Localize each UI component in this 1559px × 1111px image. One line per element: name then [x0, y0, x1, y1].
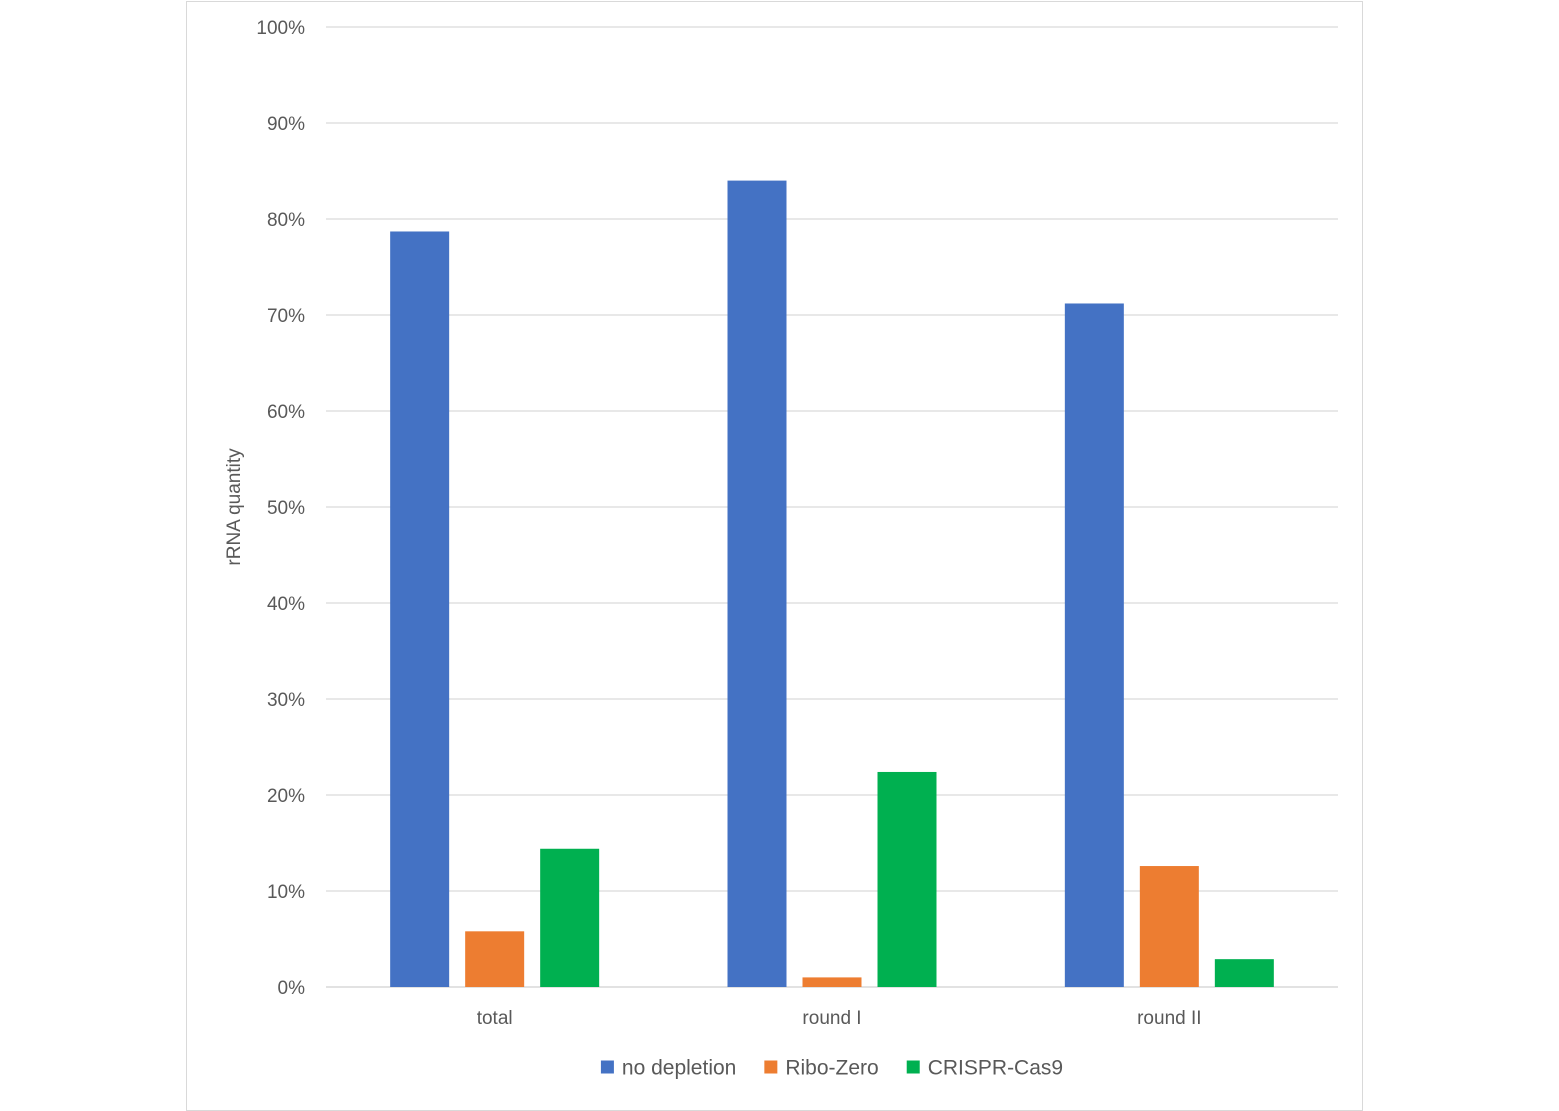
- legend-label: no depletion: [622, 1057, 736, 1080]
- x-tick-label: total: [477, 1008, 513, 1029]
- legend-swatch: [600, 1060, 614, 1074]
- y-tick-label: 90%: [267, 114, 305, 135]
- y-tick-label: 0%: [278, 978, 306, 999]
- legend-swatch: [906, 1060, 920, 1074]
- legend-swatch: [764, 1060, 778, 1074]
- y-tick-label: 100%: [256, 18, 305, 39]
- y-tick-label: 30%: [267, 690, 305, 711]
- bar-no-depletion-round-i: [727, 180, 787, 988]
- bar-crispr-cas9-round-i: [877, 771, 937, 987]
- y-tick-label: 70%: [267, 306, 305, 327]
- y-axis-ticks: 0% 10% 20% 30% 40% 50% 60% 70% 80% 90% 100%: [256, 18, 305, 999]
- y-tick-label: 20%: [267, 786, 305, 807]
- bar-ribo-zero-round-ii: [1139, 866, 1199, 987]
- bars: [390, 180, 1274, 988]
- y-tick-label: 50%: [267, 498, 305, 519]
- y-tick-label: 10%: [267, 882, 305, 903]
- bar-ribo-zero-total: [465, 931, 525, 987]
- y-tick-label: 80%: [267, 210, 305, 231]
- bar-no-depletion-round-ii: [1064, 303, 1124, 988]
- bar-crispr-cas9-round-ii: [1214, 959, 1274, 987]
- bar-ribo-zero-round-i: [802, 977, 862, 987]
- x-tick-label: round II: [1137, 1008, 1201, 1029]
- y-tick-label: 60%: [267, 402, 305, 423]
- legend: no depletion Ribo-Zero CRISPR-Cas9: [600, 1057, 1063, 1080]
- legend-label: CRISPR-Cas9: [928, 1057, 1063, 1080]
- bar-no-depletion-total: [390, 231, 450, 988]
- y-tick-label: 40%: [267, 594, 305, 615]
- gridlines: [326, 26, 1338, 988]
- y-axis-title: rRNA quantity: [224, 448, 245, 566]
- x-tick-label: round I: [802, 1008, 861, 1029]
- legend-label: Ribo-Zero: [785, 1057, 878, 1080]
- x-axis-ticks: total round I round II: [477, 1008, 1202, 1029]
- bar-crispr-cas9-total: [540, 848, 600, 987]
